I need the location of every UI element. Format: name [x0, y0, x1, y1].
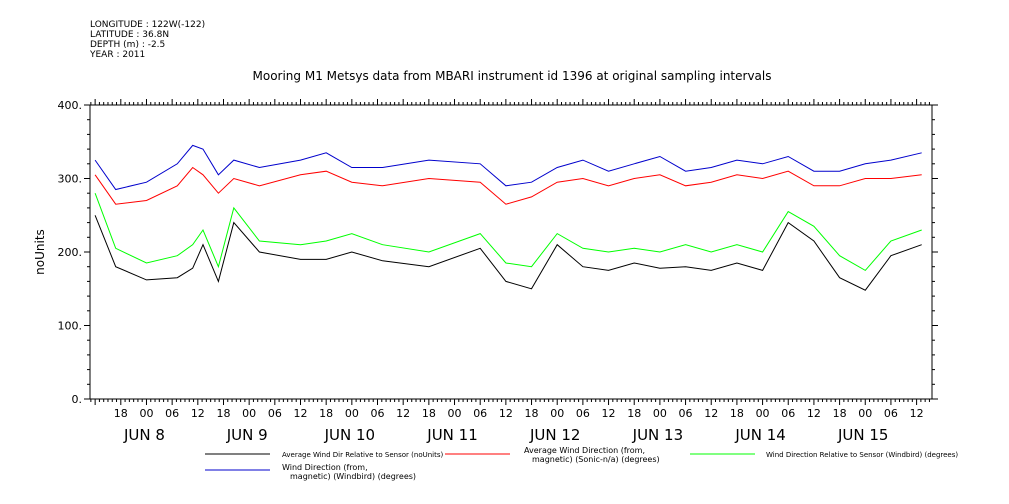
- x-day-label: JUN 10: [324, 426, 375, 444]
- legend-label-2: Wind Direction Relative to Sensor (Windb…: [766, 451, 958, 459]
- x-hour-label: 18: [319, 407, 333, 420]
- x-hour-label: 12: [294, 407, 308, 420]
- x-hour-label: 00: [242, 407, 256, 420]
- x-hour-label: 12: [396, 407, 410, 420]
- x-hour-label: 00: [139, 407, 153, 420]
- x-hour-label: 18: [833, 407, 847, 420]
- x-hour-label: 12: [191, 407, 205, 420]
- x-hour-label: 06: [884, 407, 898, 420]
- x-day-label: JUN 15: [837, 426, 888, 444]
- x-day-label: JUN 14: [734, 426, 785, 444]
- legend: Average Wind Dir Relative to Sensor (noU…: [205, 446, 958, 481]
- x-hour-label: 18: [525, 407, 539, 420]
- series-lines: [94, 144, 922, 291]
- x-hour-label: 18: [730, 407, 744, 420]
- y-tick-label: 100.: [58, 320, 83, 333]
- y-tick-label: 300.: [58, 173, 83, 186]
- latitude-line: LATITUDE : 36.8N: [90, 30, 170, 40]
- x-hour-label: 18: [627, 407, 641, 420]
- x-hour-label: 06: [165, 407, 179, 420]
- x-hour-label: 00: [756, 407, 770, 420]
- x-day-label: JUN 12: [529, 426, 580, 444]
- legend-label-1: magnetic) (Sonic-n/a) (degrees): [532, 455, 660, 464]
- x-hour-label: 12: [807, 407, 821, 420]
- x-hour-label: 06: [781, 407, 795, 420]
- x-hour-label: 18: [422, 407, 436, 420]
- legend-label-1: Average Wind Direction (from,: [524, 446, 645, 455]
- x-hour-label: 06: [268, 407, 282, 420]
- x-hour-label: 00: [550, 407, 564, 420]
- y-axis-label: noUnits: [33, 229, 47, 275]
- x-hour-label: 06: [371, 407, 385, 420]
- plot-frame: [89, 104, 933, 400]
- legend-label-3: Wind Direction (from,: [282, 463, 368, 472]
- depth-line: DEPTH (m) : -2.5: [90, 40, 166, 50]
- x-hour-label: 00: [653, 407, 667, 420]
- x-day-label: JUN 9: [226, 426, 268, 444]
- series-line-3: [94, 144, 922, 191]
- x-hour-label: 18: [216, 407, 230, 420]
- y-tick-label: 0.: [72, 393, 83, 406]
- x-day-label: JUN 13: [632, 426, 683, 444]
- metadata-block: LONGITUDE : 122W(-122) LATITUDE : 36.8N …: [90, 20, 205, 60]
- x-hour-label: 06: [679, 407, 693, 420]
- x-hour-label: 12: [910, 407, 924, 420]
- x-hour-label: 12: [602, 407, 616, 420]
- series-line-1: [94, 166, 922, 205]
- x-hour-label: 00: [345, 407, 359, 420]
- series-line-0: [94, 215, 922, 291]
- x-day-label: JUN 11: [426, 426, 477, 444]
- x-hour-label: 06: [576, 407, 590, 420]
- series-line-2: [94, 193, 922, 272]
- y-tick-label: 400.: [58, 99, 83, 112]
- chart-title: Mooring M1 Metsys data from MBARI instru…: [253, 69, 772, 83]
- x-day-label: JUN 8: [123, 426, 165, 444]
- x-hour-label: 12: [499, 407, 513, 420]
- legend-label-0: Average Wind Dir Relative to Sensor (noU…: [282, 451, 443, 459]
- x-hour-label: 00: [858, 407, 872, 420]
- x-hour-label: 00: [448, 407, 462, 420]
- legend-label-3: magnetic) (Windbird) (degrees): [290, 472, 416, 481]
- longitude-line: LONGITUDE : 122W(-122): [90, 20, 206, 30]
- x-hour-label: 12: [704, 407, 718, 420]
- y-tick-label: 200.: [58, 246, 83, 259]
- x-hour-label: 06: [473, 407, 487, 420]
- axis-ticks: 0. 100. 200. 300. 400. 18 00 06 12 18 00 06 12 18 00 06…: [58, 99, 938, 444]
- x-hour-label: 18: [114, 407, 128, 420]
- year-line: YEAR : 2011: [90, 50, 146, 60]
